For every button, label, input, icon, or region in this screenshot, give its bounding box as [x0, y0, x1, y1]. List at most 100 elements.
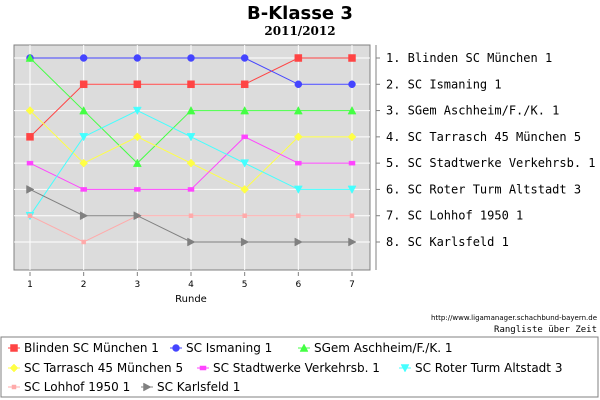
data-point [79, 80, 88, 89]
legend-item: SC Lohhof 1950 1 [8, 380, 130, 394]
legend-item: SC Roter Turm Altstadt 3 [399, 361, 562, 375]
legend-label: SC Roter Turm Altstadt 3 [415, 361, 562, 375]
data-point [11, 384, 17, 390]
data-point [294, 80, 303, 89]
legend-item: SC Stadtwerke Verkehrsb. 1 [197, 361, 380, 375]
data-point [240, 185, 250, 194]
data-point [348, 80, 356, 89]
chart-subtitle: 2011/2012 [264, 24, 335, 38]
data-point [294, 237, 303, 247]
data-point [10, 344, 18, 352]
data-point [299, 343, 309, 352]
data-point [25, 106, 35, 115]
rank-label: 1. Blinden SC München 1 [386, 51, 552, 65]
data-point [79, 106, 89, 115]
data-point [348, 160, 356, 166]
series-5 [26, 134, 356, 192]
data-point [347, 185, 357, 194]
series-1 [26, 54, 356, 141]
chart-caption: Rangliste über Zeit [494, 325, 597, 335]
data-point [347, 106, 357, 115]
legend-label: SC Tarrasch 45 München 5 [24, 361, 183, 375]
data-point [79, 211, 89, 221]
data-point [186, 106, 196, 115]
data-point [199, 365, 207, 371]
data-point [187, 237, 196, 247]
data-point [186, 133, 196, 142]
x-axis-label: Runde [175, 294, 207, 305]
data-point [240, 80, 249, 89]
series-group [25, 53, 357, 247]
legend-label: Blinden SC München 1 [24, 341, 159, 355]
series-6 [25, 106, 357, 221]
data-point [295, 160, 302, 166]
x-tick-label: 6 [295, 280, 301, 290]
data-point [79, 158, 89, 168]
legend-label: SC Stadtwerke Verkehrsb. 1 [213, 361, 380, 375]
data-point [293, 132, 303, 142]
legend-box [0, 336, 599, 398]
x-tick-label: 7 [349, 280, 355, 290]
data-point [27, 213, 33, 218]
legend-label: SC Karlsfeld 1 [157, 380, 240, 394]
source-url[interactable]: http://www.ligamanager.schachbund-bayern… [431, 314, 597, 322]
x-tick-label: 2 [81, 280, 87, 290]
data-point [400, 364, 410, 373]
data-point [293, 185, 303, 194]
data-point [187, 187, 195, 192]
legend-label: SC Ismaning 1 [186, 341, 272, 355]
data-point [172, 344, 180, 352]
data-point [347, 132, 357, 142]
legend-label: SC Lohhof 1950 1 [24, 380, 130, 394]
data-point [143, 382, 152, 392]
legend-label: SGem Aschheim/F./K. 1 [314, 341, 453, 355]
data-point [186, 158, 196, 168]
legend-item: SC Karlsfeld 1 [141, 380, 240, 394]
rank-label: 6. SC Roter Turm Altstadt 3 [386, 182, 581, 196]
data-point [240, 106, 250, 115]
data-point [242, 213, 247, 218]
data-point [240, 237, 250, 247]
rank-axis: 1. Blinden SC München 1 2. SC Ismaning 1 3… [375, 45, 596, 270]
plot-area [13, 44, 371, 271]
rank-label: 8. SC Karlsfeld 1 [386, 235, 509, 249]
data-point [26, 185, 35, 194]
data-point [26, 160, 34, 166]
data-point [133, 80, 142, 89]
data-point [296, 213, 301, 218]
data-point [25, 53, 35, 62]
data-point [80, 187, 87, 192]
data-point [9, 363, 19, 373]
data-point [79, 133, 89, 142]
data-point [26, 133, 34, 141]
x-axis: 1 2 3 4 5 6 7 [27, 272, 355, 290]
legend-item: SC Ismaning 1 [170, 341, 272, 355]
rank-label: 3. SGem Aschheim/F./K. 1 [386, 104, 559, 118]
x-tick-label: 3 [134, 280, 140, 290]
data-point [187, 54, 195, 62]
data-point [133, 54, 142, 62]
data-point [349, 213, 355, 218]
rank-label: 2. SC Ismaning 1 [386, 77, 502, 91]
data-point [240, 159, 250, 168]
data-point [348, 54, 356, 62]
series-8 [26, 185, 357, 247]
data-point [293, 106, 303, 115]
data-point [348, 237, 357, 247]
data-point [133, 211, 142, 221]
legend: Blinden SC München 1 SC Ismaning 1 SGem As… [8, 341, 562, 394]
data-point [188, 213, 194, 218]
series-4 [25, 106, 357, 194]
data-point [79, 54, 88, 62]
legend-item: SGem Aschheim/F./K. 1 [298, 341, 453, 355]
rank-label: 5. SC Stadtwerke Verkehrsb. 1 [386, 156, 596, 170]
x-tick-label: 1 [27, 280, 33, 290]
x-tick-label: 5 [242, 280, 248, 290]
data-point [134, 187, 141, 192]
data-point [132, 106, 142, 116]
x-tick-label: 4 [188, 280, 194, 290]
data-point [294, 54, 303, 62]
data-point [132, 132, 142, 142]
data-point [187, 80, 195, 89]
